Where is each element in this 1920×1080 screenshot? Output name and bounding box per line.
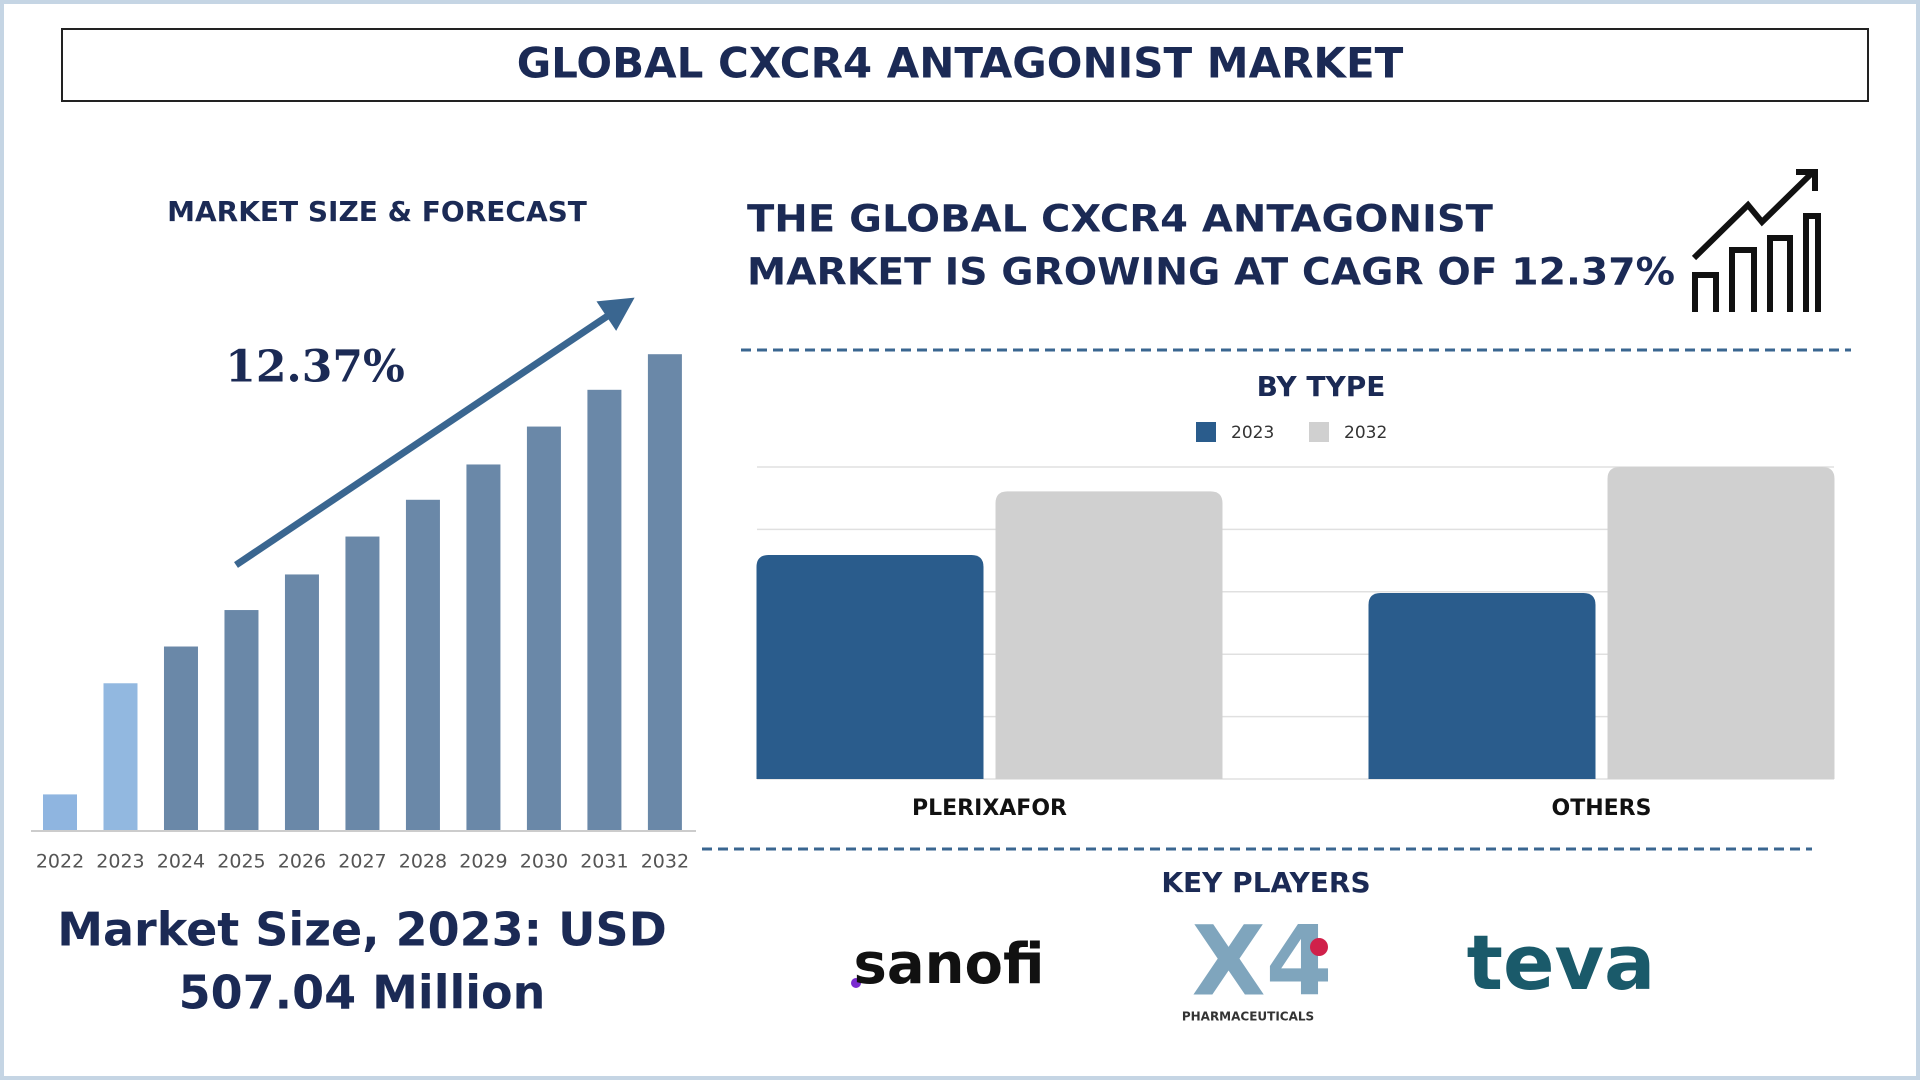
x-tick-label: 2022: [36, 851, 84, 873]
cagr-annotation: 12.37%: [225, 342, 405, 393]
bar: [43, 794, 77, 830]
logo-dot: [851, 978, 861, 988]
page-title: GLOBAL CXCR4 ANTAGONIST MARKET: [517, 39, 1404, 88]
bar: [526, 426, 561, 830]
legend-label: 2032: [1344, 423, 1387, 443]
market-size: 507.04 Million: [179, 966, 546, 1020]
headline: THE GLOBAL CXCR4 ANTAGONIST: [747, 198, 1494, 241]
x-tick-label: 2025: [217, 851, 265, 873]
x-tick-label: 2028: [399, 851, 447, 873]
key-players-title: KEY PLAYERS: [1161, 866, 1370, 899]
logo-dot: [1310, 938, 1328, 956]
x-tick-label: 2030: [520, 851, 568, 873]
x-tick-label: 2032: [641, 851, 689, 873]
bar: [345, 536, 380, 830]
x-tick-label: 2023: [96, 851, 144, 873]
x-tick-label: 2026: [278, 851, 326, 873]
growth-icon: [1691, 169, 1821, 312]
x-tick-label: 2029: [459, 851, 507, 873]
bar: [647, 354, 682, 830]
x-tick-label: PLERIXAFOR: [912, 796, 1067, 821]
bar: [284, 574, 319, 830]
legend-swatch: [1196, 422, 1216, 442]
bar: [224, 610, 259, 830]
bar: [995, 491, 1223, 779]
bar: [756, 554, 984, 779]
legend-swatch: [1309, 422, 1329, 442]
x-tick-label: 2031: [580, 851, 628, 873]
x-tick-label: 2027: [338, 851, 386, 873]
bar: [1607, 467, 1835, 779]
legend-label: 2023: [1231, 423, 1274, 443]
logo-sanofi: sanofi: [854, 932, 1045, 997]
logo-teva: teva: [1467, 918, 1656, 1007]
chart-title: BY TYPE: [1257, 370, 1386, 403]
bar: [103, 683, 138, 830]
bar: [163, 646, 198, 830]
x-tick-label: 2024: [157, 851, 205, 873]
growth-arrow: [234, 306, 620, 568]
title-box: [61, 28, 1869, 102]
logo-x4: X4: [1192, 905, 1333, 1017]
logo-x4-subtitle: PHARMACEUTICALS: [1182, 1010, 1314, 1024]
headline: MARKET IS GROWING AT CAGR OF 12.37%: [747, 251, 1675, 294]
market-size: Market Size, 2023: USD: [57, 903, 667, 957]
bar: [466, 464, 501, 830]
bar: [1368, 593, 1596, 779]
bar: [587, 389, 622, 830]
chart-title: MARKET SIZE & FORECAST: [167, 195, 587, 228]
growth-arrow-head: [596, 297, 635, 331]
bar: [405, 499, 440, 830]
x-tick-label: OTHERS: [1552, 796, 1652, 821]
